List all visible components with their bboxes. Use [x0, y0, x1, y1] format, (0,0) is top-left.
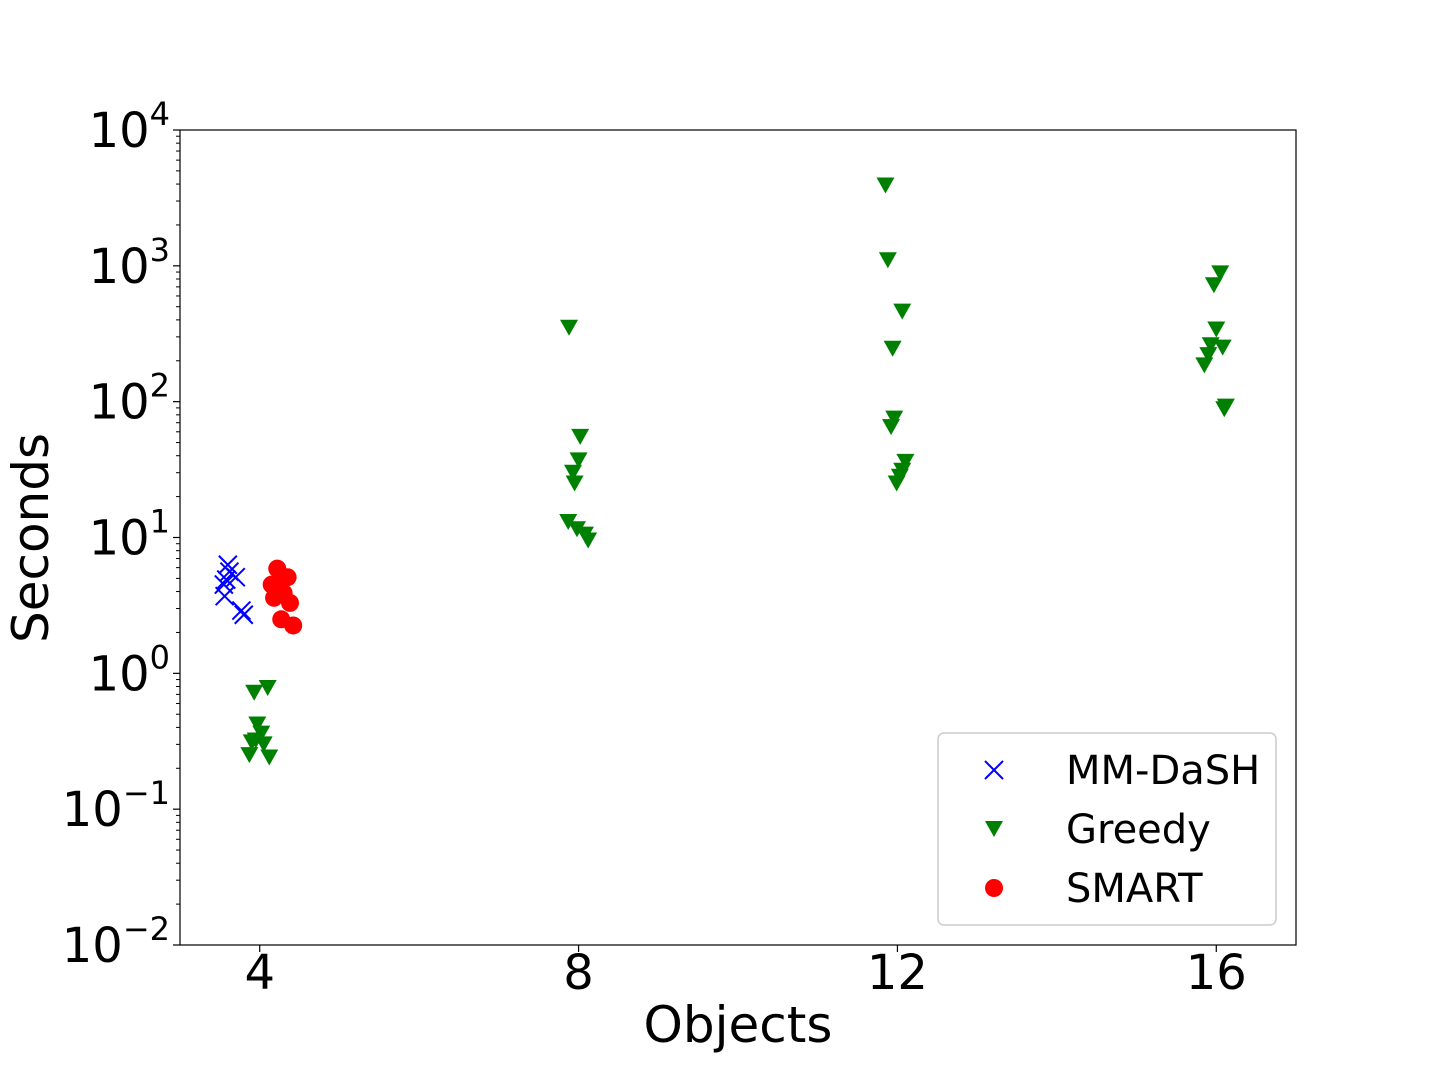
x-tick-label: 8: [563, 945, 594, 1001]
x-axis-ticks: 4 8 12 16: [244, 945, 1247, 1001]
data-point: [565, 475, 584, 492]
data-point: [281, 593, 300, 612]
legend-marker: [985, 821, 1003, 837]
data-point: [883, 340, 902, 357]
data-point: [1199, 347, 1218, 364]
data-point: [226, 567, 246, 587]
data-point: [248, 716, 267, 733]
y-tick-label: 102: [89, 367, 170, 431]
data-point: [559, 514, 578, 531]
legend-item: Greedy: [985, 807, 1211, 853]
series-mm-dash: [214, 555, 254, 625]
data-point: [1207, 321, 1226, 338]
y-axis-ticks: 10−2 10−1 100 101 102 103 104: [62, 95, 180, 974]
data-point: [567, 521, 586, 538]
legend-label: SMART: [1066, 866, 1203, 912]
data-point: [563, 464, 582, 481]
data-point: [569, 452, 588, 469]
data-point: [571, 428, 590, 445]
legend: MM-DaSH Greedy SMART: [937, 732, 1277, 926]
x-tick-label: 4: [244, 945, 275, 1001]
series-greedy: [240, 177, 1235, 766]
y-tick-label: 100: [89, 638, 170, 702]
x-tick-label: 12: [867, 945, 928, 1001]
data-point: [245, 684, 264, 701]
data-point: [254, 736, 273, 753]
x-axis-label: Objects: [644, 996, 833, 1054]
data-point: [1204, 277, 1223, 294]
y-tick-label: 101: [89, 503, 170, 567]
data-point: [214, 586, 235, 606]
y-tick-label: 10−1: [62, 774, 170, 838]
y-tick-label: 103: [89, 231, 170, 295]
legend-box: [937, 732, 1277, 926]
y-axis-label: Seconds: [2, 433, 60, 643]
data-point: [258, 679, 277, 696]
legend-label: MM-DaSH: [1066, 748, 1260, 794]
data-point: [560, 319, 579, 336]
data-points: [214, 177, 1235, 766]
data-point: [1195, 357, 1214, 374]
data-point: [893, 303, 912, 320]
y-minor-ticks: [176, 135, 180, 905]
y-tick-label: 104: [89, 95, 170, 159]
data-point: [265, 588, 284, 607]
data-point: [882, 419, 901, 436]
legend-item: MM-DaSH: [984, 748, 1260, 794]
data-point: [579, 532, 598, 549]
data-point: [234, 605, 254, 625]
data-point: [231, 600, 252, 621]
data-point: [1211, 265, 1230, 282]
legend-marker: [985, 879, 1003, 897]
data-point: [1215, 401, 1234, 418]
x-tick-label: 16: [1186, 945, 1247, 1001]
y-tick-label: 10−2: [62, 910, 170, 974]
data-point: [896, 453, 915, 470]
data-point: [876, 177, 895, 194]
series-smart: [262, 559, 303, 635]
data-point: [887, 475, 906, 492]
data-point: [885, 410, 904, 427]
legend-item: SMART: [985, 866, 1203, 912]
data-point: [284, 616, 303, 635]
data-point: [1213, 339, 1232, 356]
data-point: [240, 747, 259, 764]
legend-label: Greedy: [1066, 807, 1211, 853]
data-point: [260, 749, 279, 766]
data-point: [878, 252, 897, 269]
legend-marker: [984, 760, 1004, 780]
